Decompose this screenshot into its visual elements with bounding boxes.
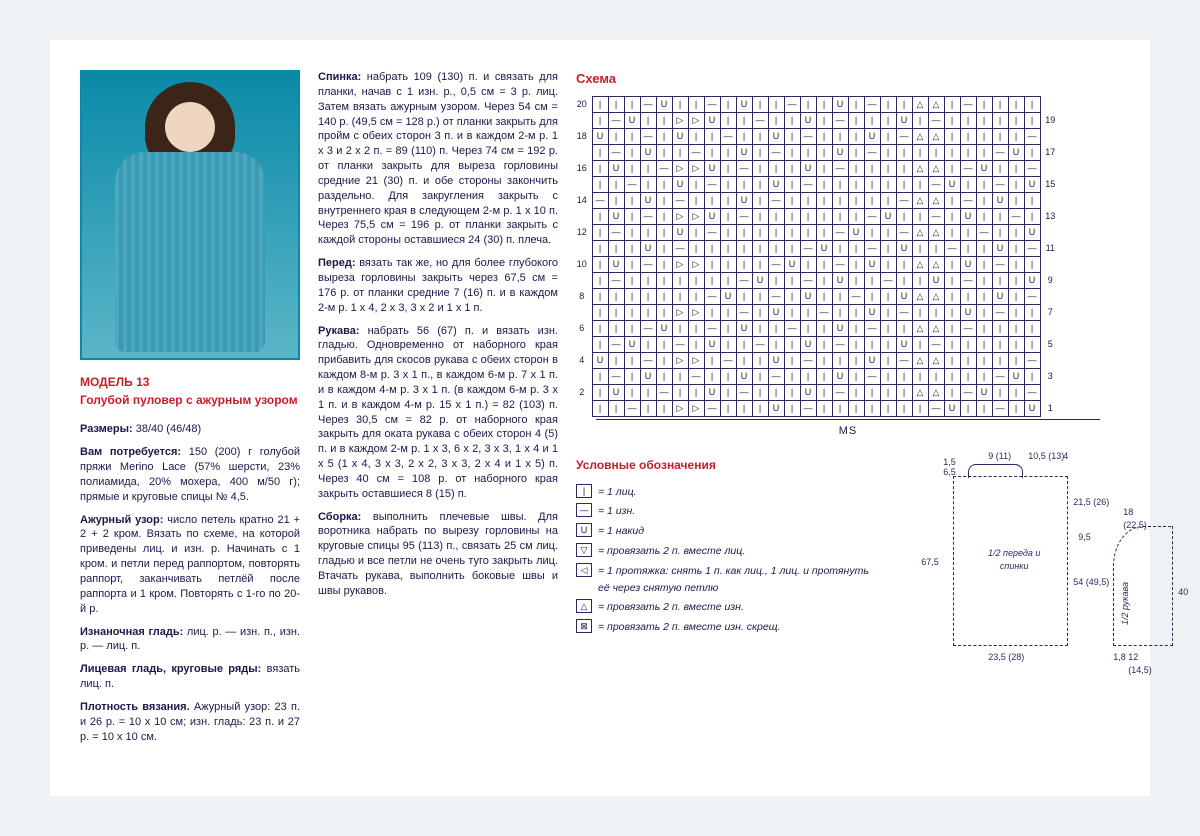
column-right: Схема 20|||—U||—|U||—||U|—||△△|—|||||—U|… [576,70,1120,766]
column-middle: Спинка: набрать 109 (130) п. и связать д… [318,70,558,766]
knit-para: Лицевая гладь, круговые ряды: вязать лиц… [80,662,300,692]
legend-row: —= 1 изн. [576,503,883,520]
pattern-para: Ажурный узор: число петель кратно 21 + 2… [80,513,300,617]
column-left: МОДЕЛЬ 13 Голубой пуловер с ажурным узор… [80,70,300,766]
pattern-page: МОДЕЛЬ 13 Голубой пуловер с ажурным узор… [50,40,1150,796]
repeat-label: MS [576,424,1120,439]
knitting-chart: 20|||—U||—|U||—||U|—||△△|—|||||—U||▷▷U||… [576,96,1120,439]
sleeves-para: Рукава: набрать 56 (67) п. и вязать изн.… [318,324,558,502]
purl-para: Изнаночная гладь: лиц. р. — изн. п., изн… [80,625,300,655]
assembly-para: Сборка: выполнить плечевые швы. Для воро… [318,510,558,599]
back-para: Спинка: набрать 109 (130) п. и связать д… [318,70,558,248]
legend-row: △= провязать 2 п. вместе изн. [576,599,883,616]
chart-title: Схема [576,70,1120,88]
legend-row: |= 1 лиц. [576,484,883,501]
legend-row: ▽= провязать 2 п. вместе лиц. [576,543,883,560]
legend-row: ⊠= провязать 2 п. вместе изн. скрещ. [576,619,883,636]
model-number: МОДЕЛЬ 13 [80,374,300,390]
legend-row: U= 1 накид [576,523,883,540]
materials-para: Вам потребуется: 150 (200) г голубой пря… [80,445,300,504]
sizes-para: Размеры: 38/40 (46/48) [80,422,300,437]
legend: Условные обозначения |= 1 лиц. —= 1 изн. U… [576,456,883,676]
legend-title: Условные обозначения [576,456,883,475]
front-para: Перед: вязать так же, но для более глубо… [318,256,558,315]
schematic-diagram: 1/2 переда и спинки 1/2 рукава 1,5 6,5 9… [913,456,1120,676]
model-photo [80,70,300,360]
gauge-para: Плотность вязания. Ажурный узор: 23 п. и… [80,700,300,745]
legend-row: ◁= 1 протяжка: снять 1 п. как лиц., 1 ли… [576,563,883,597]
model-name: Голубой пуловер с ажурным узором [80,392,300,408]
